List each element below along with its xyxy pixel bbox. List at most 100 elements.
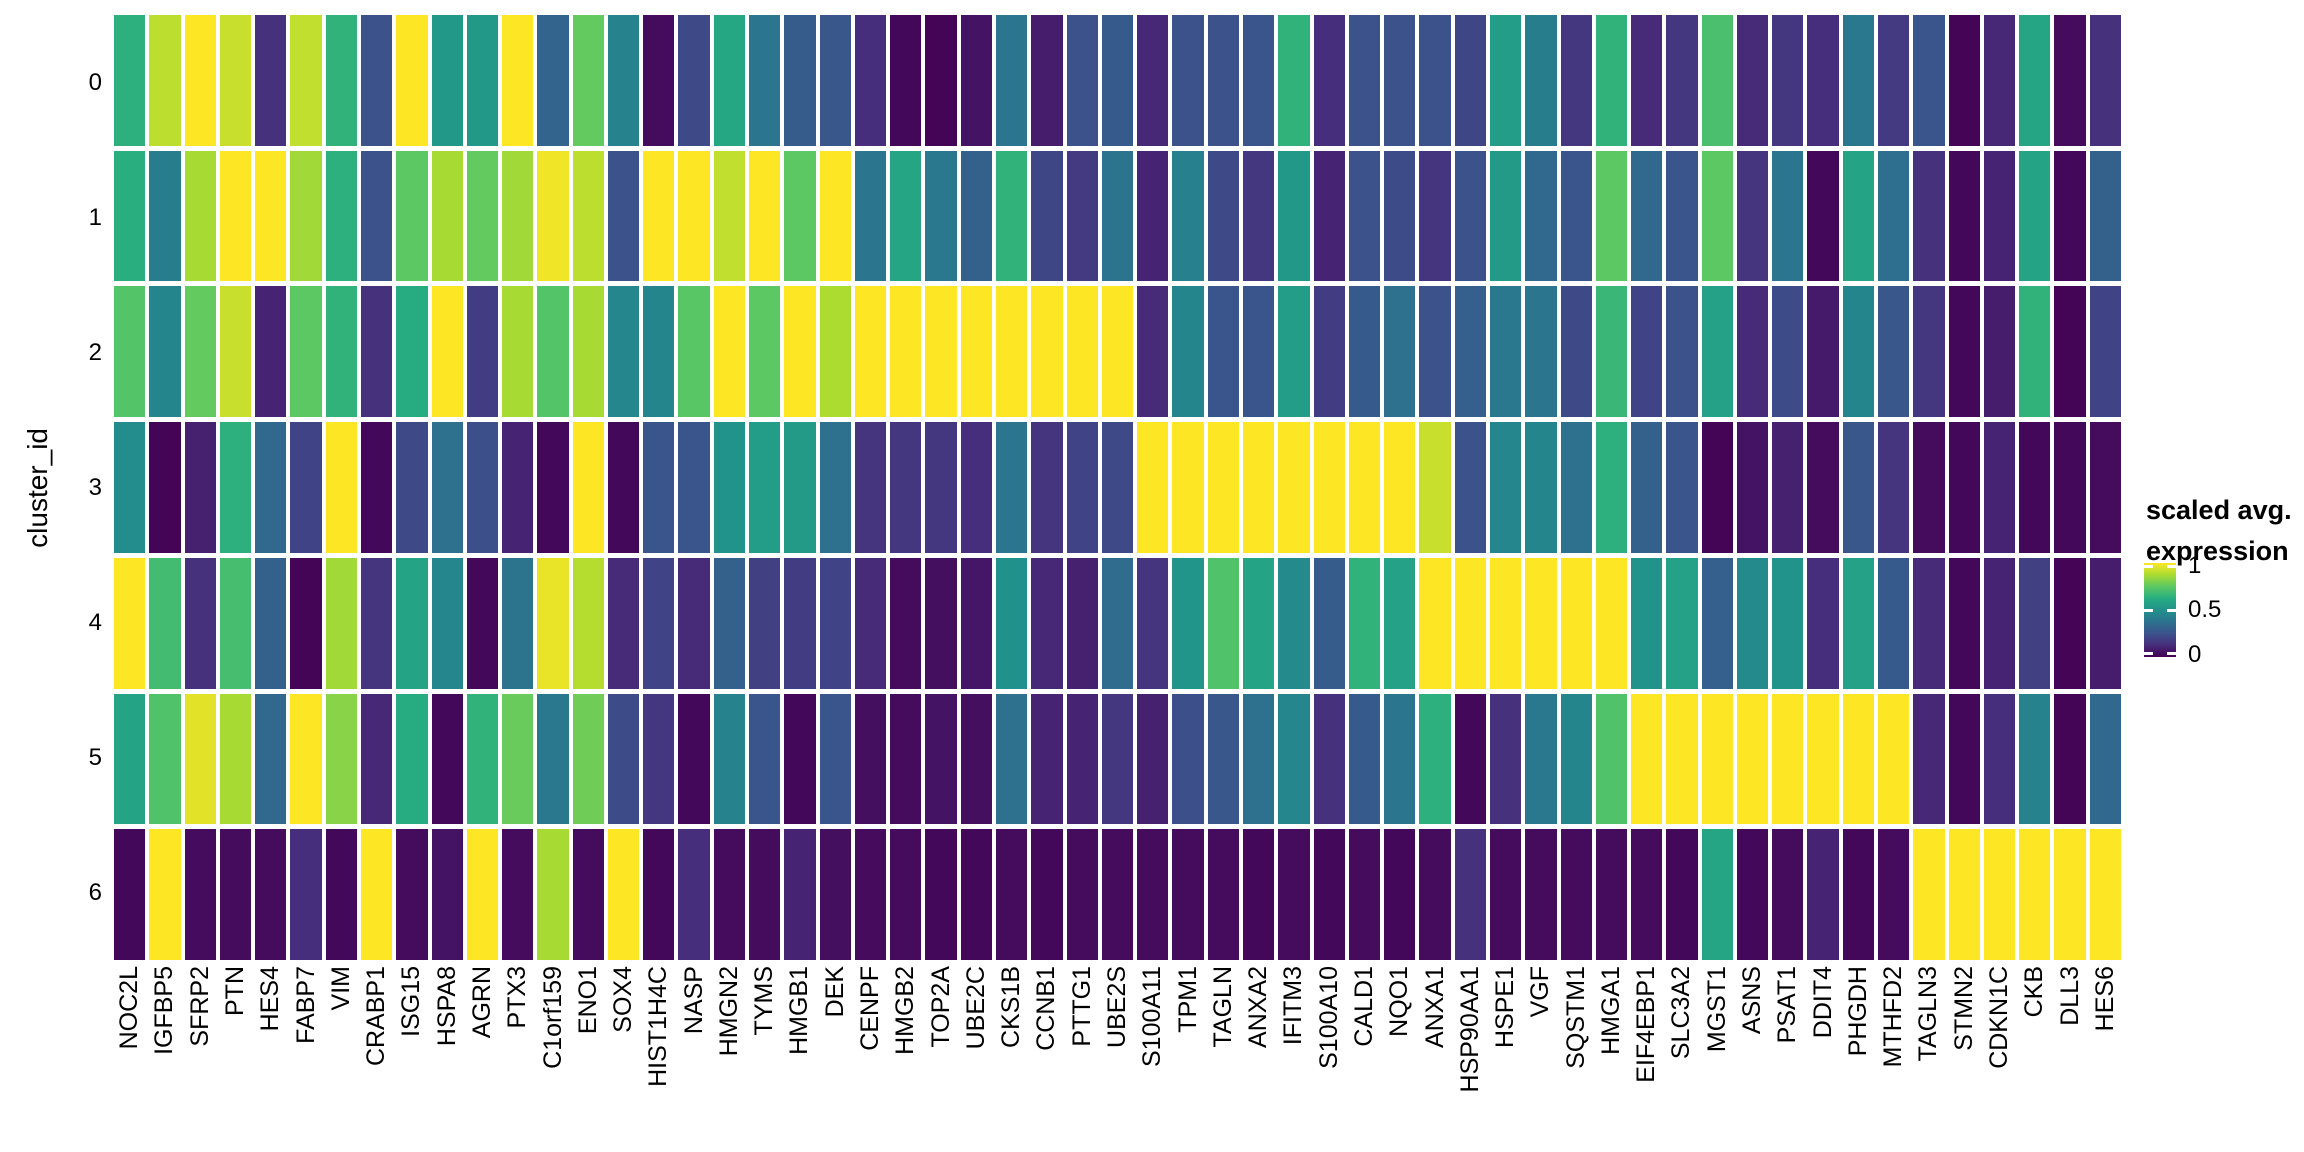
heatmap-cell xyxy=(1207,829,1239,960)
heatmap-cell xyxy=(643,286,675,418)
heatmap-cell xyxy=(996,693,1028,825)
heatmap-cell xyxy=(607,829,640,960)
x-tick-label: CENPF xyxy=(856,966,885,1051)
heatmap-cell xyxy=(1913,286,1945,418)
heatmap-cell xyxy=(1137,15,1169,146)
heatmap-cell xyxy=(678,286,710,418)
heatmap-cell xyxy=(1772,286,1804,418)
heatmap-cell xyxy=(431,829,463,960)
heatmap-cell xyxy=(1878,557,1910,689)
heatmap-cell xyxy=(678,693,710,825)
heatmap-cell xyxy=(890,422,922,553)
heatmap-cell xyxy=(1560,693,1592,825)
x-tick-label: SOX4 xyxy=(609,966,638,1033)
heatmap-cell xyxy=(960,829,993,960)
x-tick-label: CDKN1C xyxy=(1985,966,2014,1069)
heatmap-cell xyxy=(1313,693,1345,825)
heatmap-cell xyxy=(1101,150,1134,282)
heatmap-cell xyxy=(2019,15,2051,146)
heatmap-cell xyxy=(819,150,851,282)
x-tick-label: SFRP2 xyxy=(185,966,214,1047)
heatmap-cell xyxy=(1489,829,1522,960)
x-tick-label: MGST1 xyxy=(1702,966,1731,1053)
heatmap-cell xyxy=(1137,286,1169,418)
heatmap-cell xyxy=(1348,15,1381,146)
heatmap-cell xyxy=(784,286,816,418)
heatmap-cell xyxy=(219,286,252,418)
heatmap-cell xyxy=(607,422,640,553)
heatmap-cell xyxy=(1772,150,1804,282)
heatmap-cell xyxy=(149,693,181,825)
heatmap-cell xyxy=(1842,829,1875,960)
heatmap-cell xyxy=(255,150,287,282)
heatmap-cell xyxy=(1736,150,1769,282)
heatmap-cell xyxy=(1913,422,1945,553)
heatmap-cell xyxy=(114,422,146,553)
heatmap-cell xyxy=(996,557,1028,689)
heatmap-cell xyxy=(1489,693,1522,825)
heatmap-cell xyxy=(784,15,816,146)
heatmap-cell xyxy=(537,422,569,553)
heatmap-cell xyxy=(1384,422,1416,553)
heatmap-cell xyxy=(1842,15,1875,146)
heatmap-cell xyxy=(1384,15,1416,146)
heatmap-cell xyxy=(219,829,252,960)
x-tick-label: TAGLN3 xyxy=(1914,966,1943,1062)
heatmap-cell xyxy=(1878,693,1910,825)
heatmap-cell xyxy=(1913,557,1945,689)
x-tick-label: PHGDH xyxy=(1843,966,1872,1057)
heatmap-cell xyxy=(960,422,993,553)
heatmap-cell xyxy=(1595,286,1628,418)
heatmap-cell xyxy=(1207,286,1239,418)
x-tick-label: HMGA1 xyxy=(1596,966,1625,1055)
heatmap-cell xyxy=(1489,150,1522,282)
heatmap-cell xyxy=(678,422,710,553)
x-tick-label: IFITM3 xyxy=(1279,966,1308,1046)
x-tick-label: TOP2A xyxy=(926,966,955,1048)
heatmap-cell xyxy=(502,286,534,418)
heatmap-cell xyxy=(1948,557,1980,689)
heatmap-cell xyxy=(1101,286,1134,418)
heatmap-cell xyxy=(1278,422,1310,553)
heatmap-cell xyxy=(1101,557,1134,689)
x-tick-label: VGF xyxy=(1526,966,1555,1018)
heatmap-cell xyxy=(1736,286,1769,418)
heatmap-cell xyxy=(1066,422,1098,553)
heatmap-cell xyxy=(819,286,851,418)
heatmap-cell xyxy=(1454,829,1486,960)
y-tick-label: 1 xyxy=(88,203,102,231)
heatmap-cell xyxy=(466,693,499,825)
heatmap-cell xyxy=(431,422,463,553)
x-tick-label: NQO1 xyxy=(1385,966,1414,1037)
heatmap-cell xyxy=(1878,286,1910,418)
heatmap-cell xyxy=(466,150,499,282)
heatmap-cell xyxy=(1631,422,1663,553)
heatmap-cell xyxy=(925,829,957,960)
heatmap-cell xyxy=(607,693,640,825)
heatmap-cell xyxy=(255,829,287,960)
heatmap-cell xyxy=(290,557,322,689)
heatmap-cell xyxy=(1560,15,1592,146)
heatmap-cell xyxy=(255,286,287,418)
heatmap-cell xyxy=(1631,286,1663,418)
heatmap-cell xyxy=(149,557,181,689)
heatmap-cell xyxy=(784,150,816,282)
heatmap-cell xyxy=(431,557,463,689)
heatmap-cell xyxy=(2019,422,2051,553)
heatmap-cell xyxy=(184,286,216,418)
heatmap-cell xyxy=(466,422,499,553)
x-tick-label: DDIT4 xyxy=(1808,966,1837,1039)
heatmap-cell xyxy=(713,829,746,960)
heatmap-cell xyxy=(1842,422,1875,553)
heatmap-cell xyxy=(396,15,428,146)
heatmap-cell xyxy=(1595,15,1628,146)
heatmap-cell xyxy=(1807,15,1839,146)
heatmap-cell xyxy=(325,286,357,418)
heatmap-cell xyxy=(1137,829,1169,960)
heatmap-cell xyxy=(1454,150,1486,282)
heatmap-cell xyxy=(996,150,1028,282)
heatmap-cell xyxy=(1137,693,1169,825)
heatmap-cell xyxy=(2089,286,2121,418)
heatmap-cell xyxy=(1595,422,1628,553)
